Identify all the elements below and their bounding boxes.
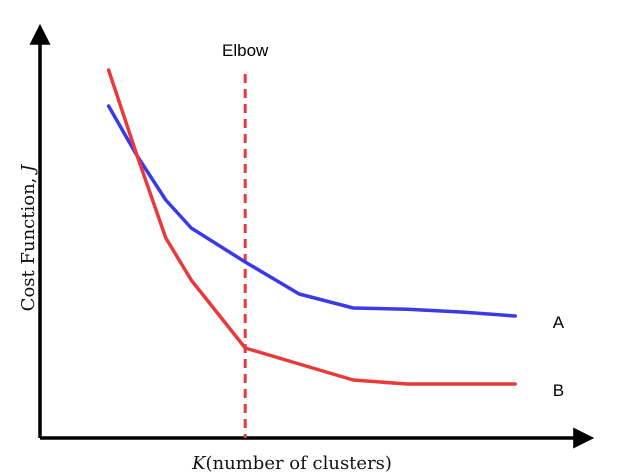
plot-area: A B Elbow xyxy=(29,23,595,449)
annotation-elbow: Elbow xyxy=(222,41,269,60)
x-axis-label-text: (number of clusters) xyxy=(206,453,392,473)
y-axis-label-text: Cost Function, xyxy=(18,172,39,311)
x-axis-label-symbol: K xyxy=(191,453,207,473)
series-line-a xyxy=(106,104,517,318)
y-axis-label-symbol: J xyxy=(18,163,39,176)
series-label-b: B xyxy=(553,381,564,400)
y-axis-label: Cost Function, J xyxy=(18,163,39,311)
x-axis-label: K(number of clusters) xyxy=(191,453,392,473)
series-label-a: A xyxy=(553,313,565,332)
series-line-b xyxy=(106,68,517,386)
